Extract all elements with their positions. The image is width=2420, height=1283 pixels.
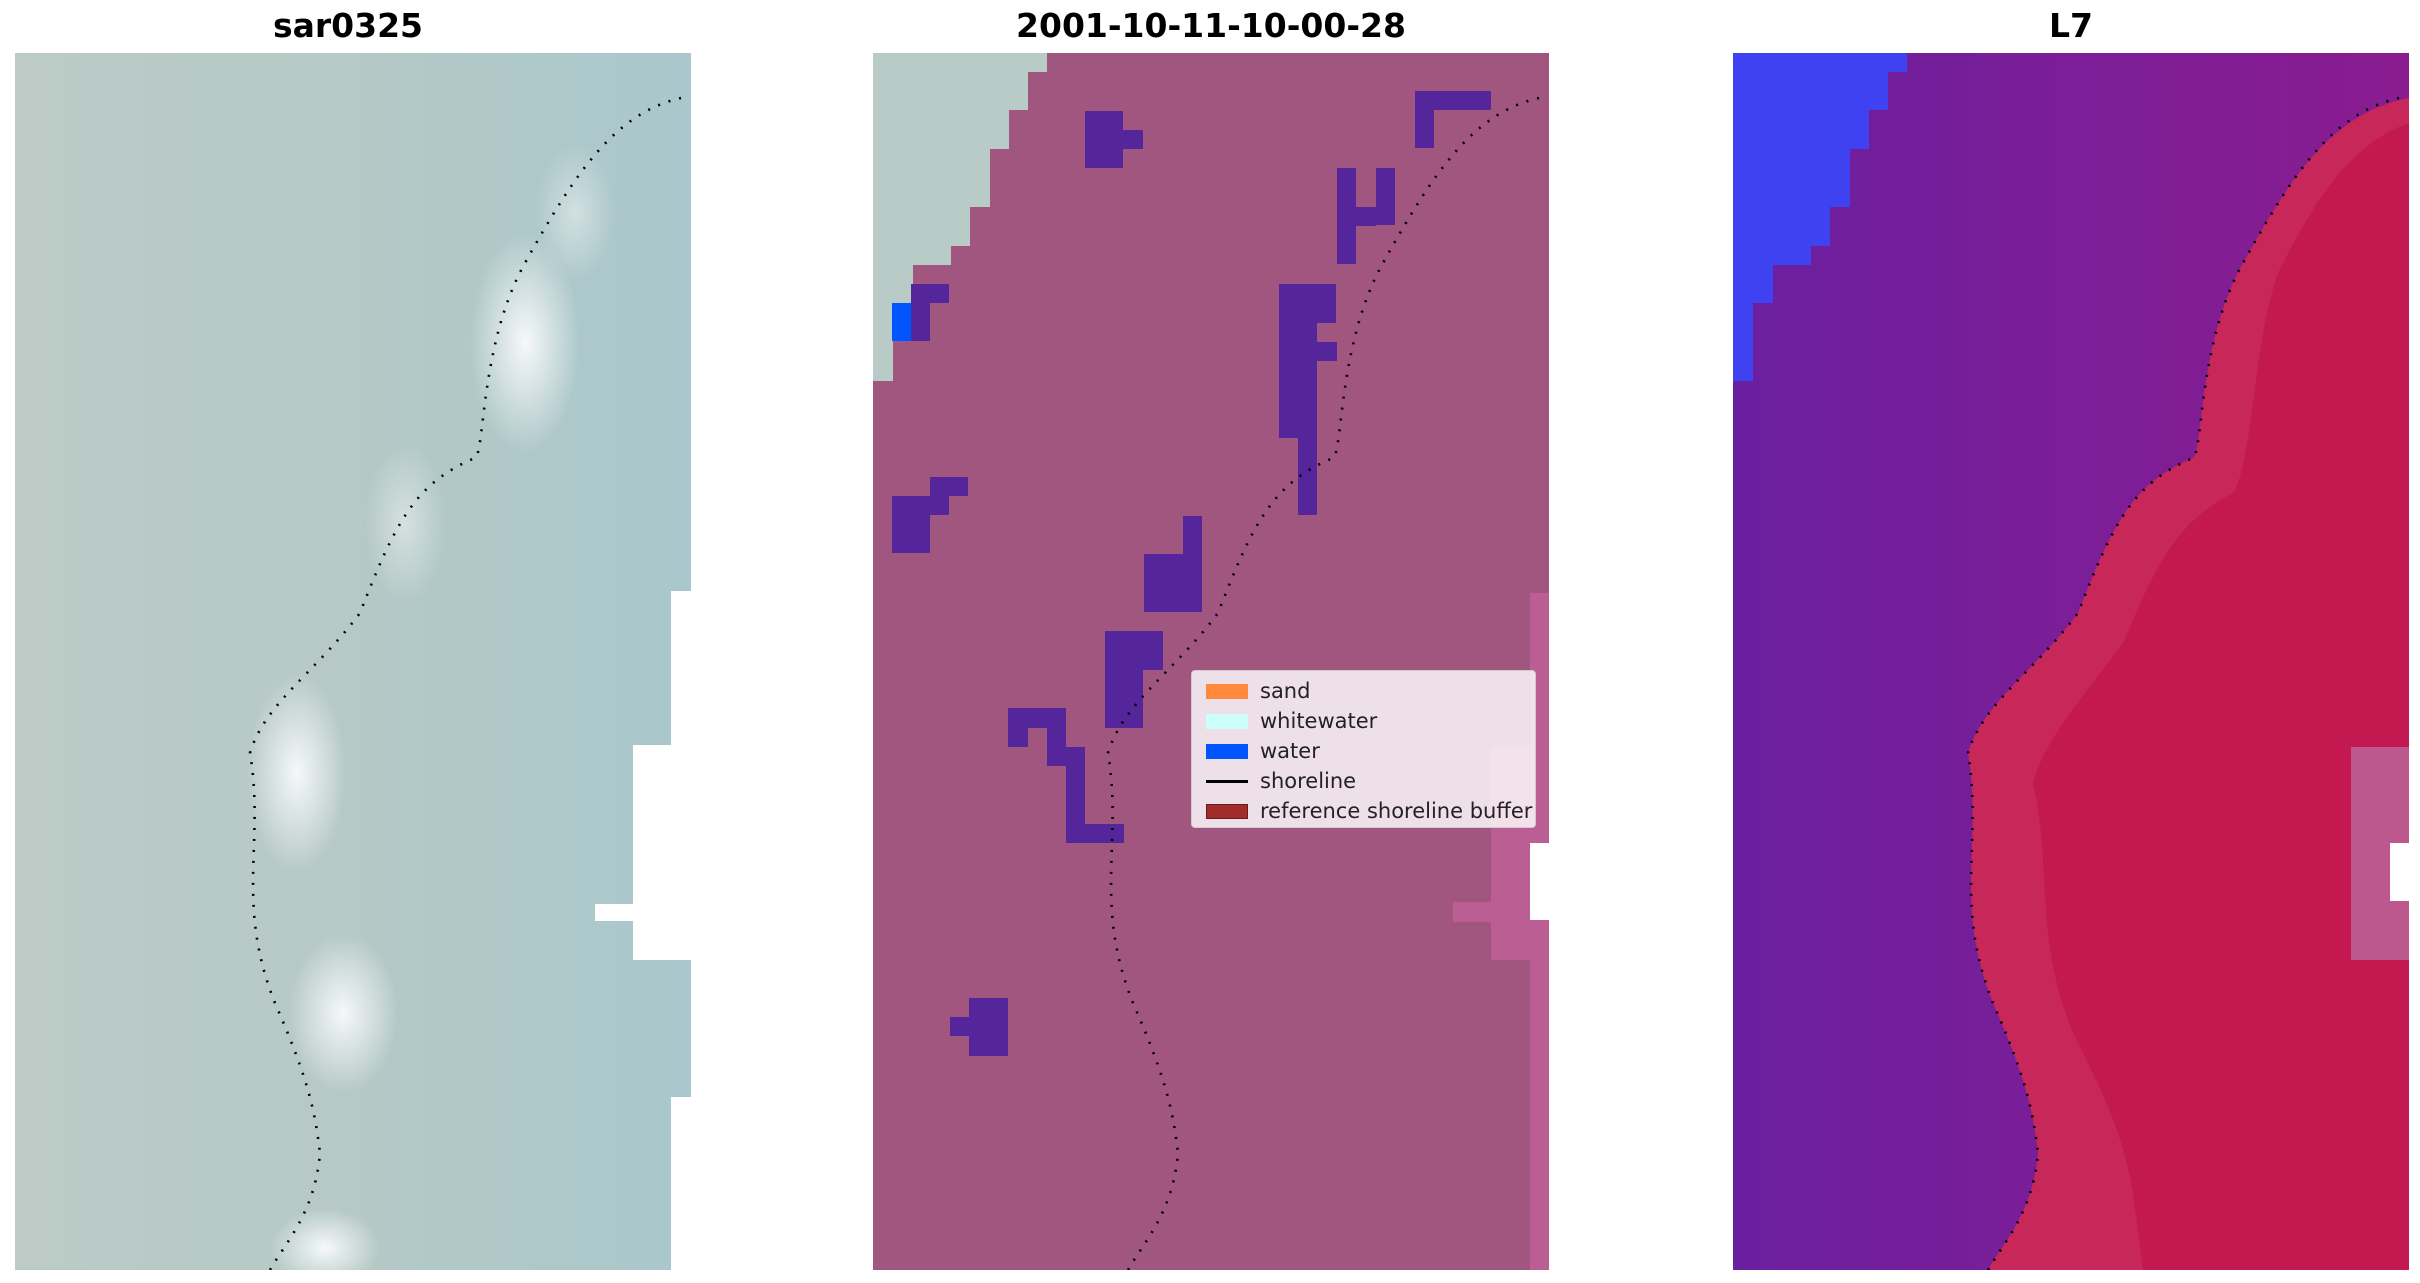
- rgb-image: [15, 53, 691, 1270]
- panel-title-rgb: sar0325: [272, 6, 424, 45]
- legend-label-reference-buffer: reference shoreline buffer: [1260, 799, 1533, 823]
- whitewater-swatch: [1206, 714, 1248, 729]
- water-patches: [892, 91, 1491, 1056]
- ndwi-image: [1733, 53, 2409, 1270]
- shoreline-swatch: [1206, 780, 1248, 783]
- legend-label-water: water: [1260, 739, 1320, 763]
- reference-buffer-swatch: [1206, 804, 1248, 819]
- legend: sand whitewater water shoreline referenc…: [1191, 670, 1536, 828]
- panel-title-ndwi: L7: [2049, 6, 2093, 45]
- panel-title-classified: 2001-10-11-10-00-28: [1016, 6, 1406, 45]
- legend-item-shoreline: shoreline: [1200, 769, 1530, 793]
- legend-label-shoreline: shoreline: [1260, 769, 1357, 793]
- water-swatch: [1206, 744, 1248, 759]
- legend-label-whitewater: whitewater: [1260, 709, 1378, 733]
- legend-item-whitewater: whitewater: [1200, 709, 1530, 733]
- classified-image-panel: [873, 53, 1549, 1270]
- classified-image: [873, 53, 1549, 1270]
- rgb-image-panel: [15, 53, 691, 1270]
- legend-label-sand: sand: [1260, 679, 1311, 703]
- legend-item-sand: sand: [1200, 679, 1530, 703]
- legend-item-water: water: [1200, 739, 1530, 763]
- ndwi-image-panel: [1733, 53, 2409, 1270]
- legend-item-reference-buffer: reference shoreline buffer: [1200, 799, 1533, 823]
- sand-swatch: [1206, 684, 1248, 699]
